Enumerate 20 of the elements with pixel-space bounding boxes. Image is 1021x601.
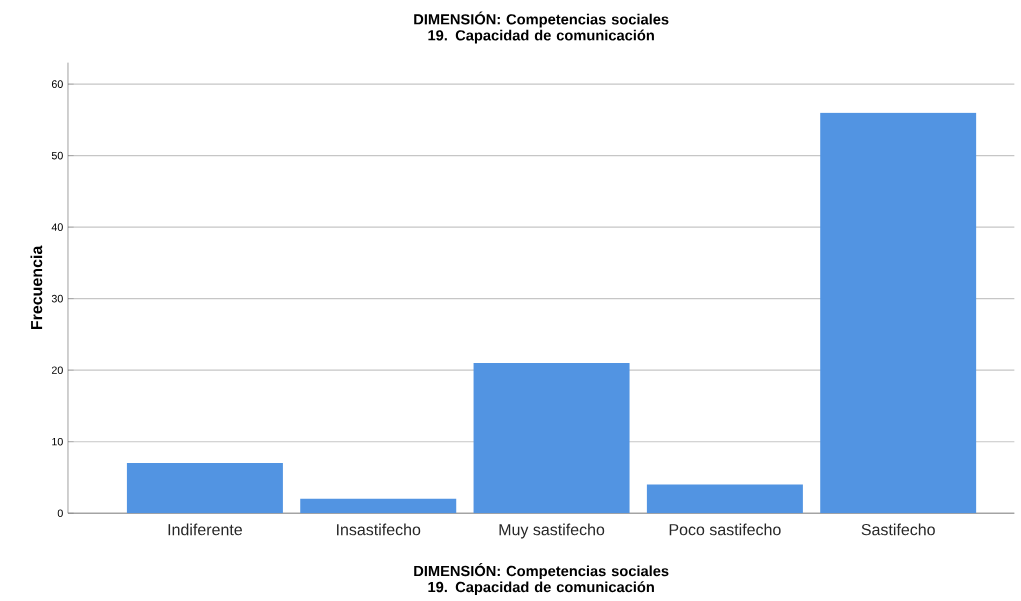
y-tick-label: 10 <box>52 437 63 446</box>
x-tick-label: Insastifecho <box>337 523 421 536</box>
y-tick-label: 0 <box>57 509 63 517</box>
bar <box>646 484 803 514</box>
y-tick-label: 60 <box>51 80 63 88</box>
y-axis-title: Frecuencia <box>30 245 43 330</box>
chart-title: DIMENSIÓN: Competencias sociales 19. Capacidad de comunicación <box>414 11 669 44</box>
y-tick-label: 20 <box>51 366 63 374</box>
y-tick-label: 30 <box>51 294 63 303</box>
y-tick-label: 50 <box>51 151 63 160</box>
x-tick-label: Poco sastifecho <box>669 523 781 536</box>
bar <box>300 498 457 514</box>
x-tick-label: Sastifecho <box>861 523 935 536</box>
bar <box>126 463 283 514</box>
x-tick-label: Indiferente <box>168 523 242 536</box>
bar <box>820 112 977 514</box>
y-tick-label: 40 <box>51 223 63 231</box>
bar <box>473 362 630 514</box>
x-tick-label: Muy sastifecho <box>499 523 605 539</box>
x-axis-title: DIMENSIÓN: Competencias sociales 19. Capacidad de comunicación <box>414 563 669 596</box>
